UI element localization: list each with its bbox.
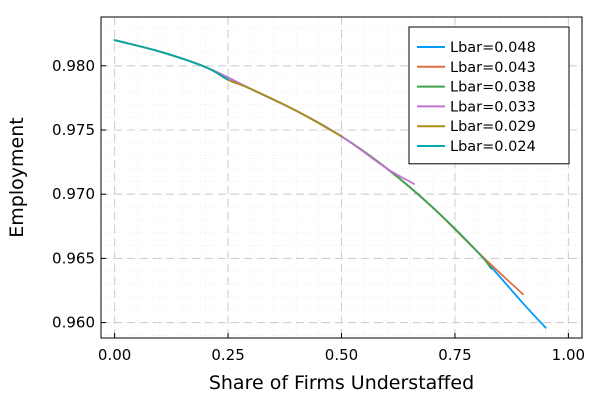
series-line-4 (113, 39, 416, 185)
major-grid (101, 17, 582, 338)
y-tick-label: 0.960 (52, 314, 95, 332)
x-tick-label: 1.00 (552, 346, 585, 364)
x-tick-label: 0.75 (438, 346, 471, 364)
legend-label: Lbar=0.024 (450, 139, 536, 155)
x-tick-labels: 0.00 0.25 0.50 0.75 1.00 (98, 346, 585, 364)
y-tick-label: 0.975 (52, 121, 95, 139)
legend-label: Lbar=0.038 (450, 80, 536, 96)
y-tick-labels: 0.960 0.965 0.970 0.975 0.980 (52, 57, 95, 332)
legend-label: Lbar=0.048 (450, 40, 536, 56)
legend-label: Lbar=0.043 (450, 60, 536, 76)
legend: Lbar=0.048 Lbar=0.043 Lbar=0.038 Lbar=0.033… (408, 26, 570, 165)
x-tick-label: 0.25 (211, 346, 244, 364)
series-lines (113, 39, 547, 329)
legend-label: Lbar=0.029 (450, 119, 536, 135)
y-tick-label: 0.970 (52, 185, 95, 203)
y-tick-label: 0.980 (52, 57, 95, 75)
y-tick-label: 0.965 (52, 249, 95, 267)
y-axis-title: Employment (6, 117, 28, 237)
x-tick-label: 0.50 (325, 346, 358, 364)
axis-ticks (101, 65, 569, 338)
series-line-6 (113, 39, 229, 81)
x-axis-title: Share of Firms Understaffed (209, 372, 474, 394)
x-tick-label: 0.00 (98, 346, 131, 364)
legend-label: Lbar=0.033 (450, 99, 536, 115)
legend-box (408, 26, 570, 165)
